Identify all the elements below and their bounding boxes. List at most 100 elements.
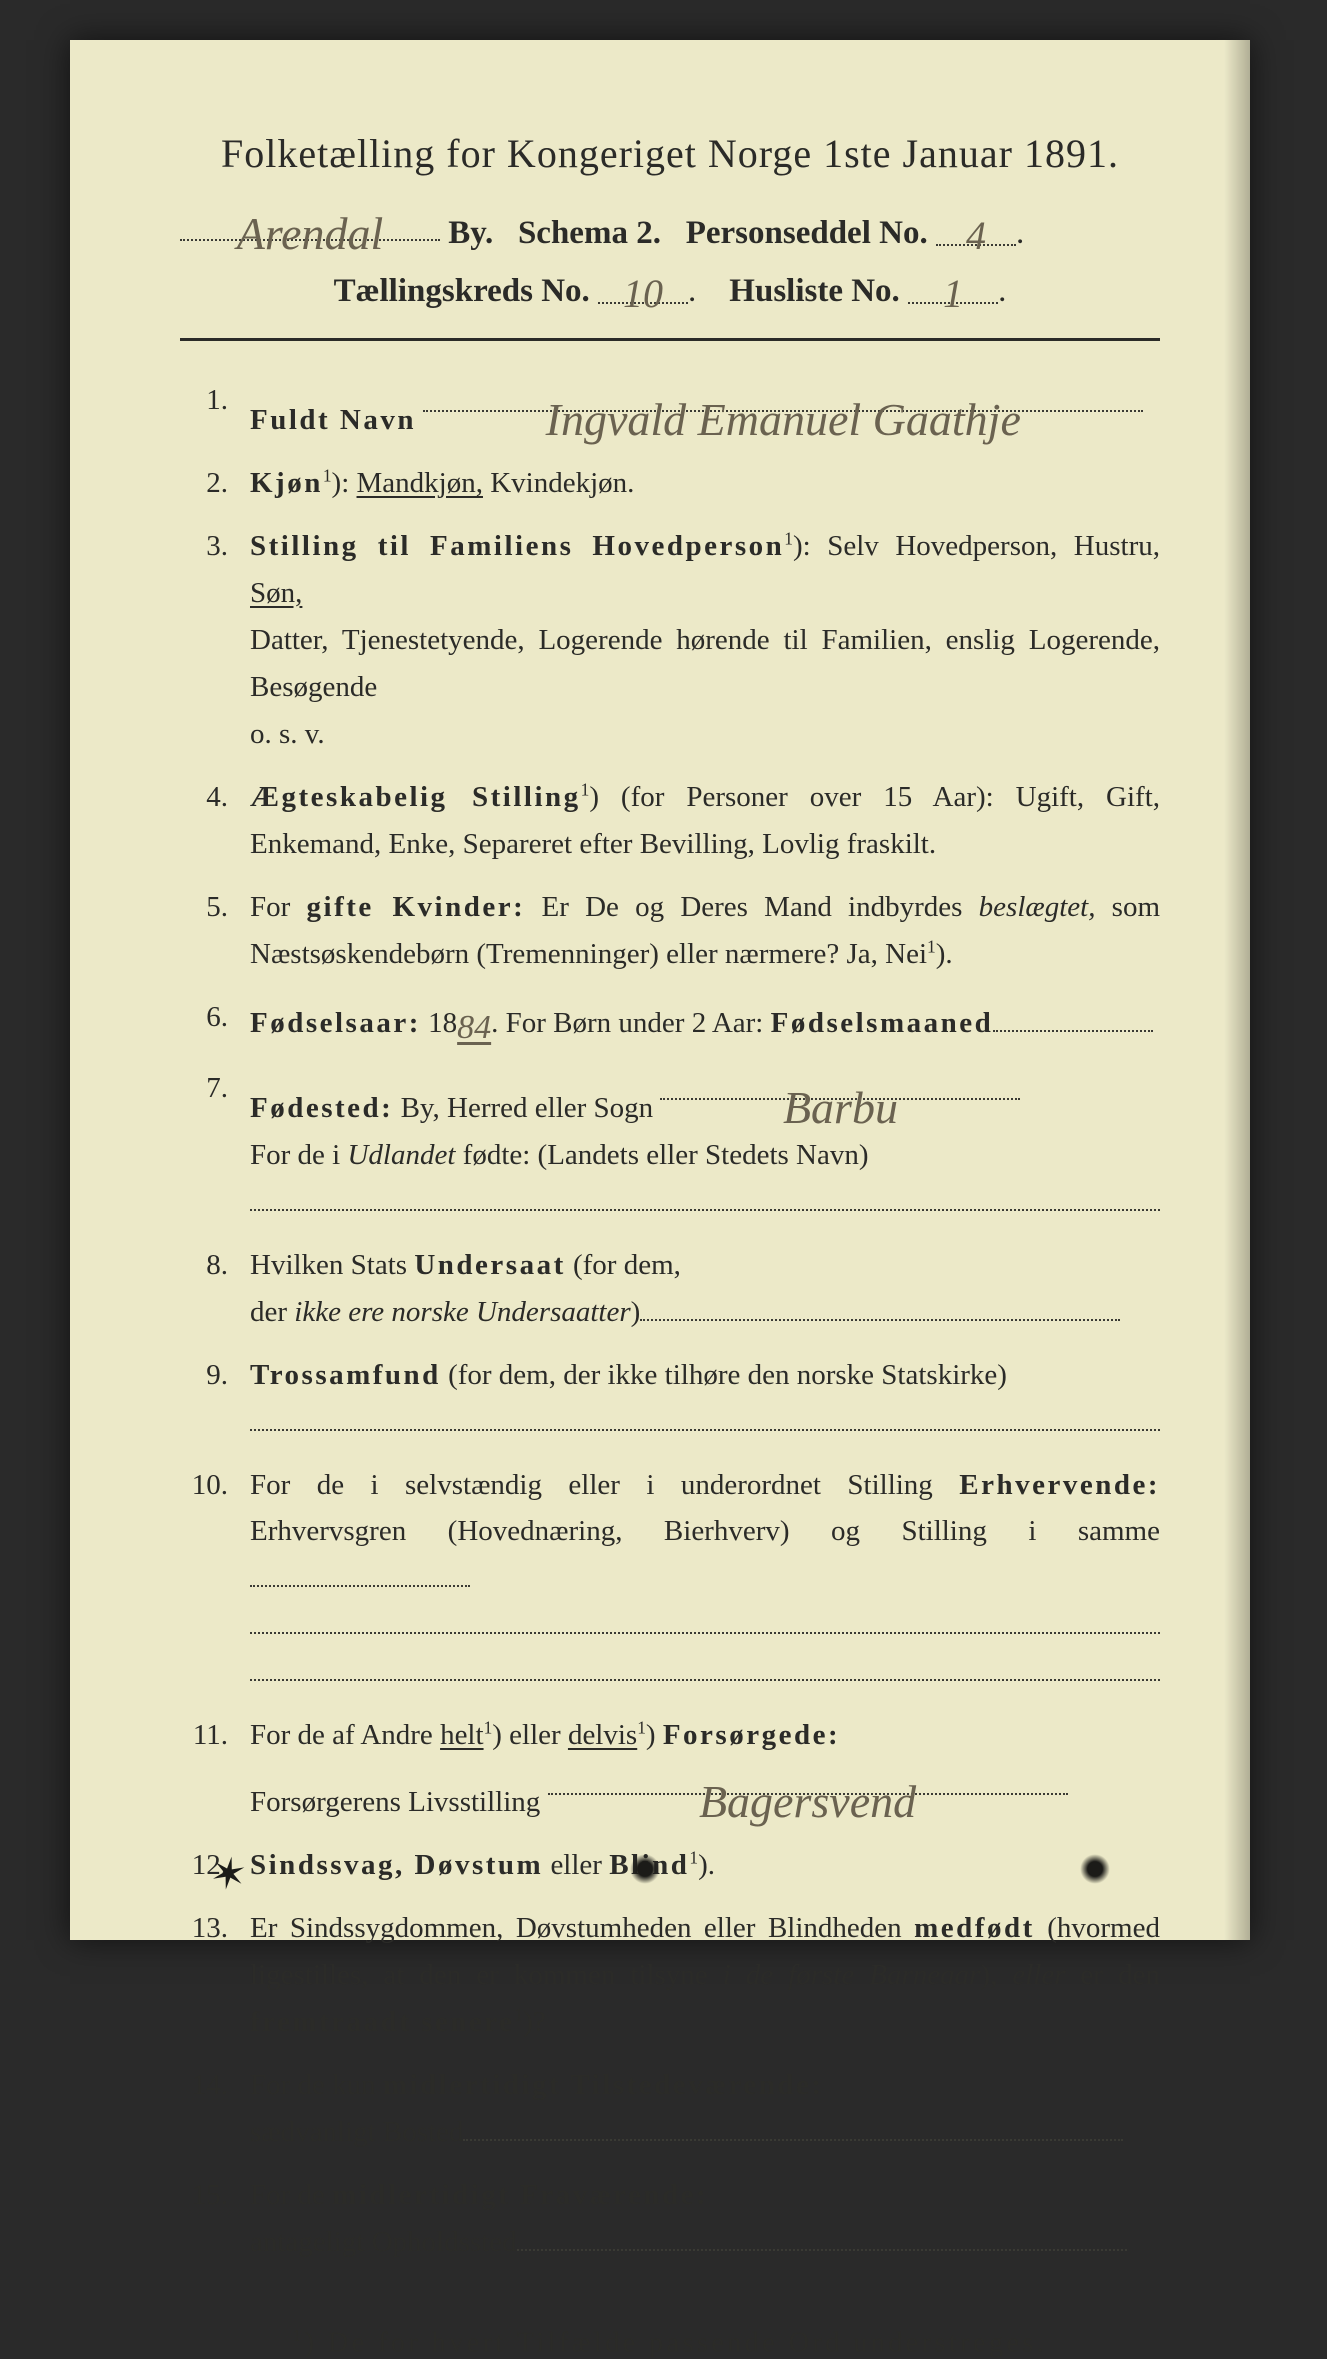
person-no-field: 4 <box>936 206 1016 246</box>
item-label: Kjøn <box>250 467 323 499</box>
blank-line <box>250 1556 470 1587</box>
schema-label: Schema 2. <box>518 215 661 251</box>
item-label: Erhvervende: <box>959 1469 1160 1501</box>
blank-line-row <box>250 1399 1160 1446</box>
text: For de i <box>250 1139 347 1171</box>
page-title: Folketælling for Kongeriget Norge 1ste J… <box>180 130 1160 177</box>
footnote-ref: 1 <box>689 1848 698 1868</box>
husliste-no-field: 1 <box>908 264 998 304</box>
continuation: Datter, Tjenestetyende, Logerende hørend… <box>250 617 1160 711</box>
text: sædvanligt Bosted <box>250 2116 463 2148</box>
text: eller <box>543 1849 609 1881</box>
italic-text: beslægtet, <box>979 891 1096 923</box>
text: Forsørgerens Livsstilling <box>250 1786 548 1818</box>
item-6: 6. Fødselsaar: 1884. For Børn under 2 Aa… <box>180 994 1160 1049</box>
italic-text: eller <box>1012 1959 1065 1991</box>
footnote-ref: 1 <box>484 1718 493 1738</box>
item-label: fremtraadt senere <box>250 2006 514 2038</box>
text: Hvilken Stats <box>250 1249 414 1281</box>
text: For de i selvstændig eller i underordnet… <box>250 1469 959 1501</box>
item-1: 1. Fuldt Navn Ingvald Emanuel Gaathje <box>180 377 1160 444</box>
header-line-2: Tællingskreds No. 10. Husliste No. 1. <box>180 264 1160 310</box>
text: antageligt Opholdssted <box>250 2226 517 2258</box>
footnote: 1) De for hvert Tilfælde passende Ord un… <box>180 2326 1160 2359</box>
footnote-ref: 1 <box>637 1718 646 1738</box>
text: (for dem, der ikke tilhøre den norske St… <box>441 1359 1007 1391</box>
header-line-1: Arendal By. Schema 2. Personseddel No. 4… <box>180 201 1160 252</box>
item-num: 7. <box>180 1065 228 1112</box>
continuation: sædvanligt Bosted <box>250 2109 1160 2156</box>
item-num: 4. <box>180 774 228 821</box>
footnote-ref: 1 <box>514 2005 523 2025</box>
item-label: Trossamfund <box>250 1359 441 1391</box>
birthplace-handwritten: Barbu <box>783 1071 898 1146</box>
page-edge-shadow <box>1224 40 1250 1940</box>
item-2: 2. Kjøn1): Mandkjøn, Kvindekjøn. <box>180 460 1160 507</box>
text: ): Selv Hovedperson, Hustru, <box>793 530 1160 562</box>
husliste-label: Husliste No. <box>729 273 900 309</box>
provider-handwritten: Bagersvend <box>699 1765 916 1840</box>
kreds-no-hand: 10 <box>623 270 663 317</box>
year-handwritten: 84 <box>457 1000 491 1055</box>
item-label: Fødselsmaaned <box>771 1007 994 1039</box>
footnote-ref: 1 <box>323 465 332 485</box>
item-num: 3. <box>180 523 228 570</box>
blank-line <box>640 1290 1120 1321</box>
item-label: Stilling til Familiens Hovedperson <box>250 530 784 562</box>
city-field: Arendal <box>180 201 440 241</box>
blank-line <box>517 2220 1127 2251</box>
text: . For Børn under 2 Aar: <box>491 1007 771 1039</box>
text: Er Sindssygdommen, Døvstumheden eller Bl… <box>250 1912 914 1944</box>
text: For de kun <box>250 2069 383 2101</box>
text: er den <box>1066 1959 1160 1991</box>
blank-line-row <box>250 1179 1160 1226</box>
continuation: o. s. v. <box>250 711 1160 758</box>
item-3: 3. Stilling til Familiens Hovedperson1):… <box>180 523 1160 758</box>
blank-line <box>250 1180 1160 1211</box>
text: ) <box>646 1719 663 1751</box>
personseddel-label: Personseddel No. <box>686 215 928 251</box>
name-field: Ingvald Emanuel Gaathje <box>423 377 1143 412</box>
kreds-no-field: 10 <box>598 264 688 304</box>
item-label: Undersaat <box>414 1249 565 1281</box>
item-label: Forsørgede: <box>663 1719 840 1751</box>
item-label: Sindssvag, Døvstum <box>250 1849 543 1881</box>
blank-line-row <box>250 1649 1160 1696</box>
text: ). <box>698 1849 715 1881</box>
kreds-label: Tællingskreds No. <box>334 273 590 309</box>
text: ), <box>980 1959 1012 1991</box>
footnote-ref: 1 <box>784 528 793 548</box>
text: )? <box>523 2006 546 2038</box>
item-num: 15. <box>180 2172 228 2219</box>
text: ) eller <box>492 1719 568 1751</box>
census-form-page: Folketælling for Kongeriget Norge 1ste J… <box>70 40 1250 1940</box>
item-5: 5. For gifte Kvinder: Er De og Deres Man… <box>180 884 1160 978</box>
by-label: By. <box>448 215 493 251</box>
item-num: 13. <box>180 1905 228 1952</box>
continuation: der ikke ere norske Undersaatter) <box>250 1289 1160 1336</box>
blank-line <box>250 1650 1160 1681</box>
item-label: Ægteskabelig Stilling <box>250 781 581 813</box>
item-12: 12. Sindssvag, Døvstum eller Blind1). <box>180 1842 1160 1889</box>
birthplace-field: Barbu <box>660 1065 1020 1100</box>
text: der <box>250 1296 294 1328</box>
item-label: Fødselsaar: <box>250 1007 421 1039</box>
footnote-text: ) De for hvert Tilfælde passende Ord und… <box>305 2327 1048 2358</box>
text: For de af Andre <box>250 1719 440 1751</box>
item-label: Fødested: <box>250 1092 393 1124</box>
form-items: 1. Fuldt Navn Ingvald Emanuel Gaathje 2.… <box>180 377 1160 2266</box>
continuation: For de i Udlandet fødte: (Landets eller … <box>250 1132 1160 1179</box>
text: For <box>250 891 307 923</box>
italic-text: Udlandet <box>347 1139 455 1171</box>
blank-line <box>250 1400 1160 1431</box>
item-num: 9. <box>180 1352 228 1399</box>
item-num: 10. <box>180 1462 228 1509</box>
blank-line <box>993 1001 1153 1032</box>
name-handwritten: Ingvald Emanuel Gaathje <box>546 383 1021 458</box>
item-10: 10. For de i selvstændig eller i underor… <box>180 1462 1160 1697</box>
item-num: 5. <box>180 884 228 931</box>
item-num: 14. <box>180 2062 228 2109</box>
text: ). <box>936 938 953 970</box>
item-7: 7. Fødested: By, Herred eller Sogn Barbu… <box>180 1065 1160 1226</box>
item-15: 15. For de midlertidigt Fraværende: anta… <box>180 2172 1160 2266</box>
